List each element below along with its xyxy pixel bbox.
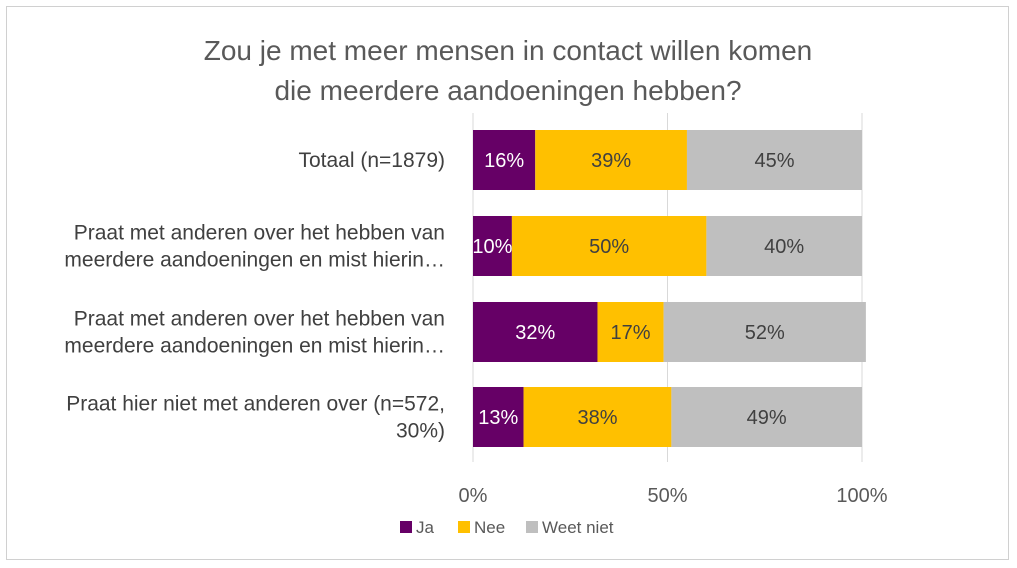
legend-swatch-weet-niet bbox=[526, 521, 538, 533]
data-label-ja-0: 16% bbox=[484, 150, 524, 172]
data-label-weet-niet-3: 49% bbox=[747, 407, 787, 429]
bar-weet-niet-3 bbox=[671, 387, 862, 447]
category-label-2-0: Praat met anderen over het hebben van bbox=[74, 308, 445, 331]
chart-title-line-1: die meerdere aandoeningen hebben? bbox=[274, 75, 741, 106]
data-label-ja-1: 10% bbox=[472, 236, 512, 258]
bar-ja-0 bbox=[473, 130, 536, 190]
data-label-ja-3: 13% bbox=[478, 407, 518, 429]
bar-weet-niet-2 bbox=[663, 302, 866, 362]
data-label-nee-0: 39% bbox=[591, 150, 631, 172]
x-tick-label-0: 0% bbox=[459, 485, 488, 507]
bar-nee-1 bbox=[511, 216, 707, 276]
category-label-3-1: 30%) bbox=[396, 420, 445, 443]
chart-frame bbox=[6, 6, 1009, 560]
bar-nee-2 bbox=[597, 302, 664, 362]
category-label-2-1: meerdere aandoeningen en mist hierin… bbox=[64, 335, 445, 358]
data-label-weet-niet-2: 52% bbox=[745, 322, 785, 344]
bar-ja-1 bbox=[473, 216, 512, 276]
x-tick-label-2: 100% bbox=[836, 485, 887, 507]
legend-label-nee: Nee bbox=[474, 518, 505, 537]
data-label-nee-3: 38% bbox=[577, 407, 617, 429]
bar-ja-2 bbox=[473, 302, 598, 362]
x-tick-label-1: 50% bbox=[647, 485, 687, 507]
data-label-nee-2: 17% bbox=[611, 322, 651, 344]
category-label-3-0: Praat hier niet met anderen over (n=572, bbox=[66, 393, 445, 416]
bar-nee-0 bbox=[535, 130, 687, 190]
legend-swatch-nee bbox=[458, 521, 470, 533]
legend-swatch-ja bbox=[400, 521, 412, 533]
legend-label-weet-niet: Weet niet bbox=[542, 518, 614, 537]
category-label-0-0: Totaal (n=1879) bbox=[298, 149, 445, 172]
legend-label-ja: Ja bbox=[416, 518, 435, 537]
data-label-weet-niet-1: 40% bbox=[764, 236, 804, 258]
bar-weet-niet-0 bbox=[686, 130, 862, 190]
bar-nee-3 bbox=[523, 387, 672, 447]
data-label-weet-niet-0: 45% bbox=[754, 150, 794, 172]
data-label-nee-1: 50% bbox=[589, 236, 629, 258]
bar-weet-niet-1 bbox=[706, 216, 862, 276]
data-label-ja-2: 32% bbox=[515, 322, 555, 344]
bar-ja-3 bbox=[473, 387, 524, 447]
chart-title-line-0: Zou je met meer mensen in contact willen… bbox=[204, 35, 813, 66]
category-label-1-0: Praat met anderen over het hebben van bbox=[74, 222, 445, 245]
category-label-1-1: meerdere aandoeningen en mist hierin… bbox=[64, 249, 445, 272]
